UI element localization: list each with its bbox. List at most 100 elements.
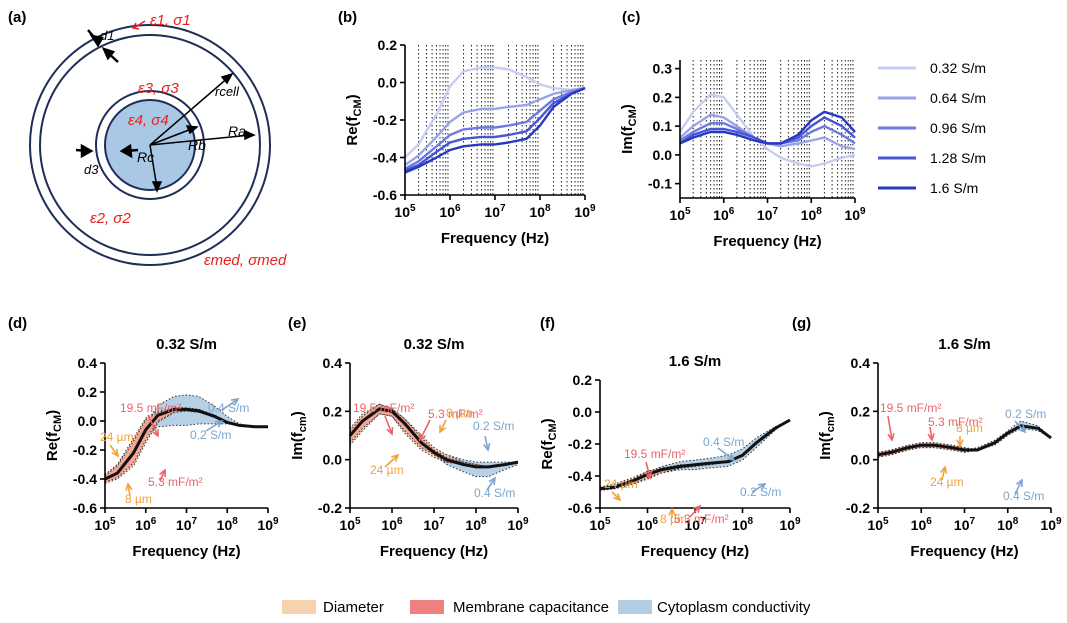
y-tick-label: -0.4 <box>568 468 592 484</box>
y-tick-label: -0.2 <box>318 500 342 516</box>
annotation-arrowhead <box>668 507 676 516</box>
tick-exponent: 9 <box>1056 516 1062 527</box>
tick-exponent: 8 <box>748 516 754 527</box>
band-membrane-lower-edge <box>599 419 791 491</box>
x-tick-label: 108 <box>529 203 551 220</box>
label-e1-s1: ε1, σ1 <box>150 12 191 29</box>
tick-exponent: 7 <box>773 206 779 217</box>
x-tick-label: 105 <box>669 206 691 223</box>
legend-label: 1.6 S/m <box>930 180 978 196</box>
series-line-0-32-S-m <box>404 66 586 159</box>
radius-lines <box>149 72 256 193</box>
tick-exponent: 9 <box>523 516 529 527</box>
annotation-arrow <box>419 419 431 441</box>
label-e4-s4: ε4, σ4 <box>128 112 169 129</box>
annotation-arrow <box>439 419 447 433</box>
y-axis-label-subscript: cm <box>297 416 309 432</box>
y-tick-label: -0.2 <box>373 112 397 128</box>
y-tick-label: 0.0 <box>653 147 673 163</box>
x-axis-label: Frequency (Hz) <box>910 543 1018 560</box>
tick-exponent: 6 <box>455 203 461 214</box>
tick-exponent: 8 <box>816 206 822 217</box>
annotation-arrow <box>127 483 131 497</box>
tick-exponent: 9 <box>590 203 596 214</box>
annotation-label: 8 µm <box>446 406 473 420</box>
y-tick-label: 0.1 <box>653 118 673 134</box>
y-axis-label-subscript: CM <box>547 423 559 440</box>
annotation-label: 24 µm <box>370 463 404 477</box>
annotation-label: 0.2 S/m <box>473 419 514 433</box>
x-tick-label: 107 <box>757 206 779 223</box>
x-axis-label: Frequency (Hz) <box>132 543 240 560</box>
x-tick-label: 108 <box>465 516 487 533</box>
series-line-0-32-S-m <box>678 93 856 168</box>
panel-label-b: (b) <box>338 9 357 26</box>
y-tick-label: 0.0 <box>851 452 871 468</box>
tick-exponent: 7 <box>192 516 198 527</box>
x-tick-label: 105 <box>394 203 416 220</box>
annotation-arrowhead <box>887 433 895 442</box>
panel-label-a: (a) <box>8 9 26 26</box>
annotation-label: 24 µm <box>100 430 134 444</box>
y-tick-label: 0.2 <box>78 384 98 400</box>
annotation-arrow <box>205 420 223 432</box>
annotation-label: 8 µm <box>660 512 687 526</box>
panel-label-f: (f) <box>540 315 555 332</box>
chart-title: 0.32 S/m <box>156 336 217 353</box>
annotation-arrowhead <box>419 432 427 442</box>
legend-band-label: Cytoplasm conductivity <box>657 599 811 616</box>
chart-b: -0.6 -0.4 -0.2 0.0 0.2 105 106 107 108 109 Frequen… <box>344 37 596 247</box>
x-tick-label: 105 <box>589 516 611 533</box>
y-axis-label: Re(fCM) <box>539 418 559 469</box>
annotation-arrowhead <box>125 482 133 491</box>
y-tick-label: 0.4 <box>78 355 98 371</box>
series-line-0-64-S-m <box>404 86 586 166</box>
annotation-arrowhead <box>1018 425 1027 434</box>
annotation-label: 24 µm <box>930 475 964 489</box>
y-tick-label: 0.2 <box>378 37 398 53</box>
annotation-arrow <box>384 415 393 435</box>
tick-exponent: 6 <box>729 206 735 217</box>
legend-band-swatch <box>618 600 652 614</box>
annotation-arrowhead <box>230 397 240 406</box>
y-tick-label: -0.2 <box>568 436 592 452</box>
annotation-label: 0.2 S/m <box>1005 407 1046 421</box>
x-tick-label: 105 <box>339 516 361 533</box>
annotation-arrowhead <box>927 433 935 442</box>
annotation-label: 8 µm <box>956 421 983 435</box>
band-membrane <box>600 420 790 491</box>
annotation-label: 19.5 mF/m² <box>120 401 181 415</box>
annotation-label: 5.3 mF/m² <box>148 475 203 489</box>
tick-exponent: 9 <box>860 206 866 217</box>
tick-exponent: 7 <box>700 516 706 527</box>
legend-band-label: Diameter <box>323 599 384 616</box>
x-tick-label: 109 <box>257 516 279 533</box>
outer-shell-outer <box>29 24 271 266</box>
legend-uncertainty-bands: Diameter Membrane capacitance Cytoplasm co… <box>282 599 811 616</box>
annotation-arrowhead <box>757 483 767 491</box>
annotation-arrow <box>941 466 946 481</box>
mean-curve <box>599 418 791 491</box>
tick-exponent: 5 <box>355 516 361 527</box>
thickness-arrows <box>75 29 139 159</box>
annotation-arrowhead <box>1015 478 1023 488</box>
series-line-1-6-S-m <box>404 86 586 174</box>
band-cytoplasm-upper-edge <box>104 394 268 480</box>
annotation-arrowhead <box>644 470 653 480</box>
legend-label: 0.96 S/m <box>930 120 986 136</box>
y-tick-label: -0.2 <box>846 500 870 516</box>
chart-d: -0.6 -0.4 -0.2 0.0 0.2 0.4 105 106 107 108 109 Freq… <box>44 336 279 560</box>
y-tick-label: 0.2 <box>573 372 593 388</box>
x-axis-label: Frequency (Hz) <box>713 233 821 250</box>
y-axis-label-subscript: CM <box>627 109 639 126</box>
chart-title: 1.6 S/m <box>669 353 722 370</box>
y-tick-label: -0.4 <box>73 471 97 487</box>
y-axis-label-close: ) <box>539 418 556 423</box>
legend-band-swatch <box>282 600 316 614</box>
label-d1: d1 <box>100 28 114 43</box>
annotation-label: 19.5 mF/m² <box>624 447 685 461</box>
annotation-label: 5.3 mF/m² <box>674 512 729 526</box>
y-tick-label: 0.3 <box>653 61 673 77</box>
label-e3-s3: ε3, σ3 <box>138 80 179 97</box>
